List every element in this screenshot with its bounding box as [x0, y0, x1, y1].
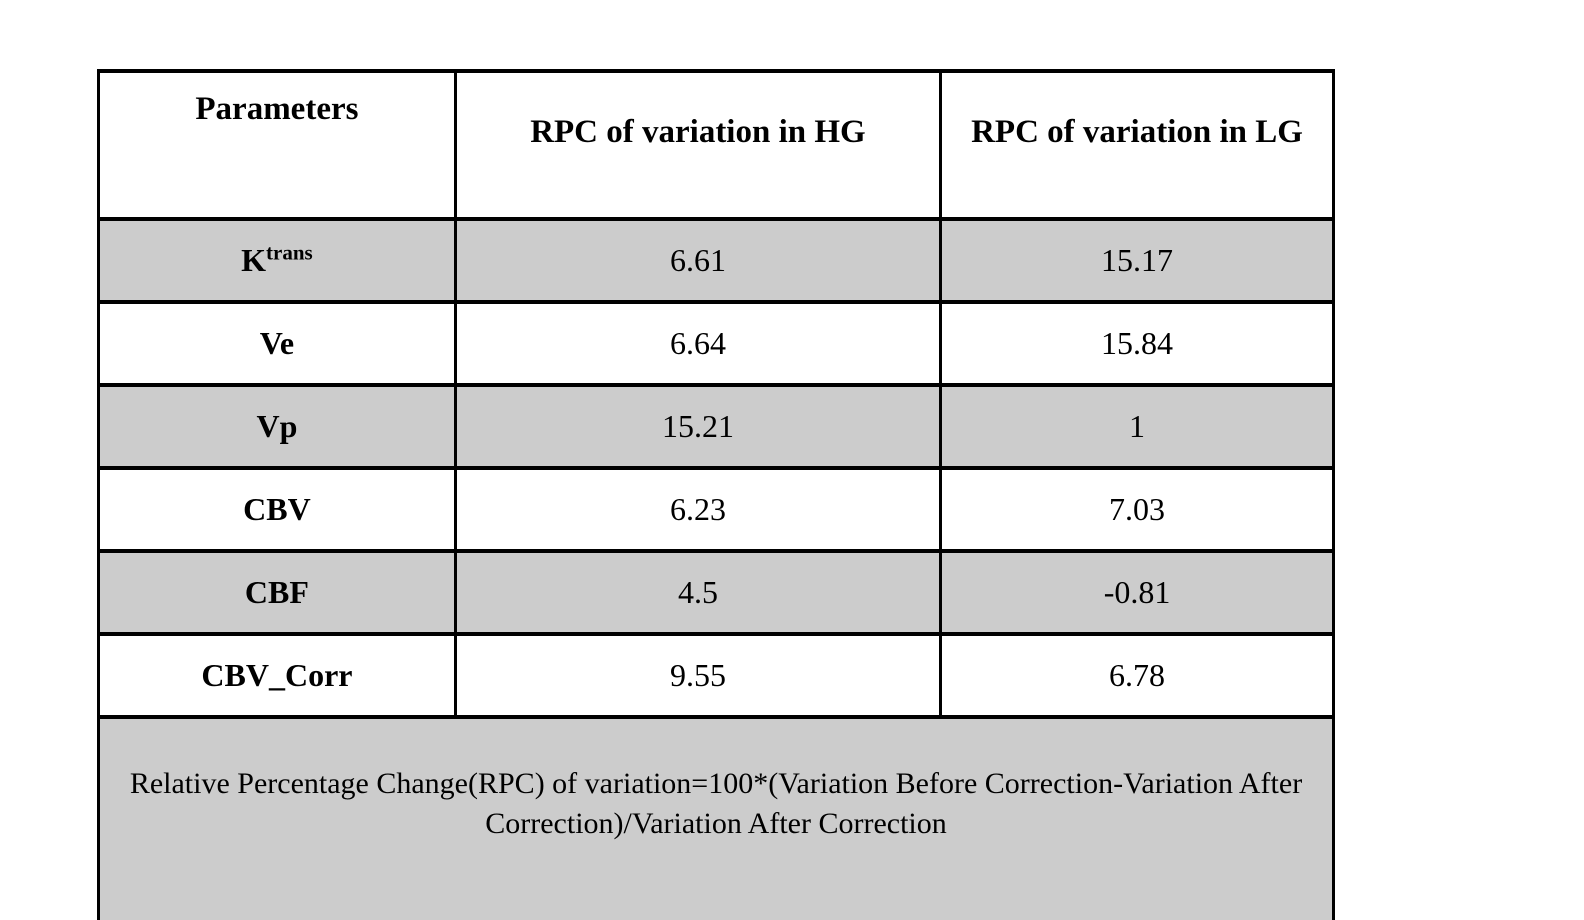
param-name-cbv-corr: CBV_Corr: [97, 632, 457, 719]
table-row-ve: Ve 6.64 15.84: [97, 300, 1335, 387]
column-header-rpc-hg: RPC of variation in HG: [453, 69, 943, 221]
table-row-vp: Vp 15.21 1: [97, 383, 1335, 470]
param-base: K: [241, 242, 267, 278]
rpc-variation-table: Parameters RPC of variation in HG RPC of…: [97, 69, 1335, 920]
value-lg: 1: [939, 383, 1335, 470]
value-lg: -0.81: [939, 549, 1335, 636]
table-footnote-row: Relative Percentage Change(RPC) of varia…: [97, 715, 1335, 920]
value-hg: 6.61: [453, 217, 943, 304]
value-lg: 15.84: [939, 300, 1335, 387]
value-hg: 4.5: [453, 549, 943, 636]
table-row-cbv: CBV 6.23 7.03: [97, 466, 1335, 553]
param-name-vp: Vp: [97, 383, 457, 470]
column-header-rpc-lg: RPC of variation in LG: [939, 69, 1335, 221]
param-name-ve: Ve: [97, 300, 457, 387]
column-header-parameters: Parameters: [97, 69, 457, 221]
value-hg: 15.21: [453, 383, 943, 470]
param-superscript: trans: [266, 240, 313, 265]
value-hg: 6.64: [453, 300, 943, 387]
rpc-definition-footnote: Relative Percentage Change(RPC) of varia…: [97, 715, 1335, 920]
param-name-cbf: CBF: [97, 549, 457, 636]
param-name-cbv: CBV: [97, 466, 457, 553]
value-lg: 15.17: [939, 217, 1335, 304]
table-header-row: Parameters RPC of variation in HG RPC of…: [97, 69, 1335, 221]
param-name-ktrans: Ktrans: [97, 217, 457, 304]
value-lg: 6.78: [939, 632, 1335, 719]
value-hg: 9.55: [453, 632, 943, 719]
rpc-variation-table-wrap: Parameters RPC of variation in HG RPC of…: [97, 69, 1335, 920]
table-row-cbf: CBF 4.5 -0.81: [97, 549, 1335, 636]
value-hg: 6.23: [453, 466, 943, 553]
table-row-ktrans: Ktrans 6.61 15.17: [97, 217, 1335, 304]
value-lg: 7.03: [939, 466, 1335, 553]
table-row-cbv-corr: CBV_Corr 9.55 6.78: [97, 632, 1335, 719]
